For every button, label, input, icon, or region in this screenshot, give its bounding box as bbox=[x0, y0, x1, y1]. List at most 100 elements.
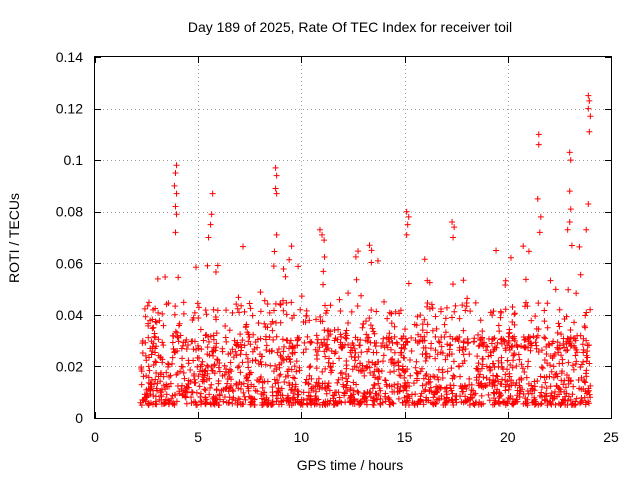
data-point bbox=[544, 360, 551, 367]
data-point bbox=[152, 318, 159, 325]
data-point bbox=[368, 307, 375, 314]
data-point bbox=[145, 363, 152, 370]
data-point bbox=[332, 335, 339, 342]
data-point bbox=[535, 141, 542, 148]
data-point bbox=[269, 327, 276, 334]
data-point bbox=[538, 389, 545, 396]
data-point bbox=[307, 397, 314, 404]
data-point bbox=[180, 369, 187, 376]
data-point bbox=[522, 395, 529, 402]
data-point bbox=[471, 338, 478, 345]
data-point bbox=[283, 356, 290, 363]
data-point bbox=[558, 370, 565, 377]
data-point bbox=[165, 399, 172, 406]
data-point bbox=[221, 362, 228, 369]
data-point bbox=[351, 395, 358, 402]
data-point bbox=[220, 386, 227, 393]
data-point bbox=[490, 372, 497, 379]
data-point bbox=[166, 373, 173, 380]
data-point bbox=[563, 338, 570, 345]
data-point bbox=[275, 379, 282, 386]
data-point bbox=[370, 349, 377, 356]
y-tick-label: 0.04 bbox=[56, 307, 83, 323]
data-point bbox=[172, 170, 179, 177]
data-point bbox=[486, 379, 493, 386]
data-point bbox=[138, 381, 145, 388]
data-point bbox=[360, 390, 367, 397]
data-point bbox=[233, 342, 240, 349]
data-point bbox=[213, 316, 220, 323]
data-point bbox=[145, 320, 152, 327]
data-point bbox=[154, 387, 161, 394]
data-point bbox=[508, 377, 515, 384]
data-point bbox=[272, 164, 279, 171]
data-point bbox=[413, 358, 420, 365]
data-point bbox=[571, 319, 578, 326]
data-point bbox=[152, 398, 159, 405]
data-point bbox=[559, 360, 566, 367]
data-point bbox=[479, 334, 486, 341]
data-point bbox=[387, 357, 394, 364]
data-point bbox=[570, 335, 577, 342]
data-point bbox=[366, 315, 373, 322]
data-point bbox=[558, 352, 565, 359]
data-point bbox=[351, 345, 358, 352]
data-point bbox=[234, 364, 241, 371]
data-point bbox=[269, 398, 276, 405]
data-point bbox=[423, 354, 430, 361]
data-point bbox=[498, 359, 505, 366]
data-point bbox=[395, 358, 402, 365]
data-point bbox=[587, 113, 594, 120]
data-point bbox=[459, 302, 466, 309]
data-point bbox=[321, 348, 328, 355]
data-point bbox=[205, 338, 212, 345]
data-point bbox=[157, 354, 164, 361]
data-point bbox=[173, 162, 180, 169]
data-point bbox=[381, 298, 388, 305]
x-tick-label: 0 bbox=[91, 429, 99, 445]
data-point bbox=[565, 393, 572, 400]
data-point bbox=[193, 402, 200, 409]
data-point bbox=[546, 373, 553, 380]
data-point bbox=[490, 360, 497, 367]
data-point bbox=[321, 254, 328, 261]
data-point bbox=[420, 401, 427, 408]
data-point bbox=[384, 315, 391, 322]
data-point bbox=[215, 377, 222, 384]
data-point bbox=[179, 382, 186, 389]
data-point bbox=[204, 370, 211, 377]
data-point bbox=[339, 344, 346, 351]
data-point bbox=[193, 346, 200, 353]
data-point bbox=[487, 309, 494, 316]
data-point bbox=[541, 396, 548, 403]
data-point bbox=[479, 355, 486, 362]
data-point bbox=[157, 388, 164, 395]
data-point bbox=[474, 353, 481, 360]
data-point bbox=[262, 324, 269, 331]
data-point bbox=[171, 311, 178, 318]
data-point bbox=[238, 302, 245, 309]
data-point bbox=[266, 334, 273, 341]
data-point bbox=[462, 397, 469, 404]
data-point bbox=[173, 190, 180, 197]
data-point bbox=[255, 378, 262, 385]
data-point bbox=[291, 386, 298, 393]
data-point bbox=[270, 368, 277, 375]
data-point bbox=[327, 302, 334, 309]
data-point bbox=[406, 383, 413, 390]
data-point bbox=[447, 341, 454, 348]
data-point bbox=[173, 329, 180, 336]
data-point bbox=[323, 390, 330, 397]
data-point bbox=[419, 365, 426, 372]
data-point bbox=[463, 299, 470, 306]
data-point bbox=[566, 149, 573, 156]
data-point bbox=[191, 376, 198, 383]
data-point bbox=[179, 342, 186, 349]
data-point bbox=[404, 221, 411, 228]
data-point bbox=[360, 320, 367, 327]
data-point bbox=[403, 339, 410, 346]
y-tick-label: 0.08 bbox=[56, 204, 83, 220]
data-point bbox=[357, 342, 364, 349]
data-point bbox=[171, 182, 178, 189]
data-point bbox=[511, 311, 518, 318]
